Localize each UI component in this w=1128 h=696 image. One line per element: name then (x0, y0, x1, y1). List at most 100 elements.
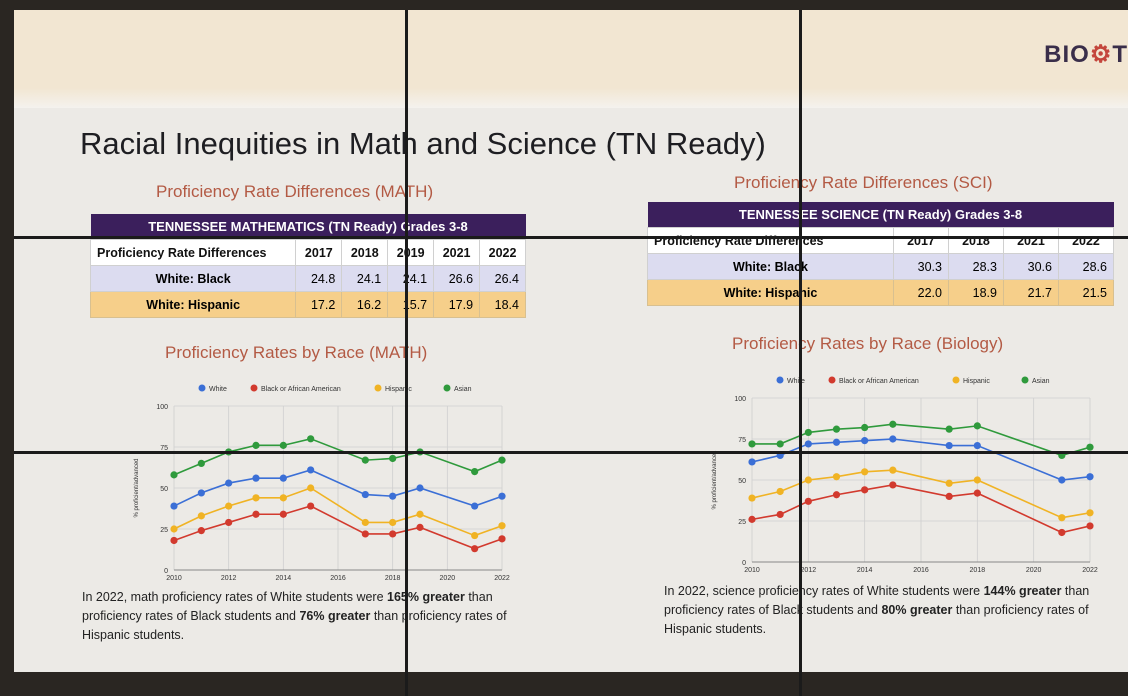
data-point (252, 441, 260, 449)
legend-item: Black or African American (828, 376, 919, 385)
y-axis-label: % proficient/advanced (712, 450, 718, 509)
data-point (1058, 528, 1066, 537)
screen-seam (405, 10, 408, 696)
data-point (389, 530, 397, 538)
math-diff-table: TENNESSEE MATHEMATICS (TN Ready) Grades … (89, 214, 526, 318)
data-point (889, 435, 897, 443)
sci-year: 2017 (892, 227, 949, 254)
data-point (361, 490, 369, 499)
table-cell: 24.1 (341, 265, 389, 292)
data-point (973, 422, 981, 430)
data-point (197, 459, 205, 467)
legend-item: Black or African American (250, 384, 341, 393)
bio-chart-title: Proficiency Rates by Race (Biology) (732, 334, 1004, 353)
data-point (279, 510, 287, 518)
x-tick-label: 2014 (857, 567, 873, 574)
table-row: White: Black 24.8 24.1 24.1 26.6 26.4 (89, 265, 526, 292)
data-point (973, 441, 981, 450)
data-point (945, 425, 953, 433)
screen-seam (14, 451, 1128, 454)
math-year: 2017 (295, 239, 343, 266)
series-line (751, 438, 1091, 481)
data-point (804, 440, 812, 448)
legend-marker (374, 384, 382, 392)
legend-item: Asian (1021, 376, 1050, 385)
data-point (361, 456, 369, 464)
legend-marker (952, 376, 960, 384)
data-point (1058, 476, 1066, 484)
logo: BIO⚙T (1044, 41, 1128, 68)
table-row: White: Hispanic 22.0 18.9 21.7 21.5 (647, 279, 1115, 306)
screen-seam (799, 10, 802, 696)
data-point (197, 489, 205, 497)
data-point (197, 512, 205, 520)
table-row: White: Black 30.3 28.3 30.6 28.6 (647, 253, 1115, 280)
data-point (225, 502, 233, 510)
data-point (832, 438, 841, 446)
table-cell: 28.3 (947, 253, 1004, 280)
legend-marker (198, 384, 206, 392)
data-point (252, 474, 260, 482)
data-point (776, 440, 784, 448)
y-tick-label: 50 (738, 478, 746, 485)
data-point (861, 486, 869, 494)
legend-item: Asian (443, 384, 472, 393)
y-tick-label: 100 (734, 396, 746, 403)
table-cell: 21.5 (1057, 279, 1115, 306)
data-point (1086, 473, 1094, 481)
sci-table-header: TENNESSEE SCIENCE (TN Ready) Grades 3-8 (647, 202, 1114, 228)
table-cell: 18.9 (947, 279, 1004, 306)
data-point (861, 423, 869, 432)
data-point (945, 479, 953, 487)
data-point (804, 497, 812, 505)
legend-label: Hispanic (385, 386, 412, 393)
table-cell: 26.6 (433, 265, 481, 292)
presentation-screen: BIO⚙T Racial Inequities in Math and Scie… (14, 10, 1128, 672)
data-point (307, 466, 315, 474)
table-cell: 24.8 (295, 265, 343, 292)
y-axis-label: % proficient/advanced (134, 458, 140, 517)
data-point (945, 441, 953, 450)
table-cell: 21.7 (1002, 279, 1059, 306)
table-cell: 17.9 (433, 291, 481, 318)
data-point (170, 502, 178, 510)
math-year: 2018 (341, 239, 389, 266)
data-point (861, 468, 869, 476)
x-tick-label: 2016 (913, 567, 929, 574)
gear-icon: ⚙ (1089, 41, 1113, 68)
slide-header-band (14, 10, 1128, 108)
data-point (389, 518, 397, 527)
data-point (1086, 443, 1094, 451)
math-table-header: TENNESSEE MATHEMATICS (TN Ready) Grades … (90, 214, 526, 240)
legend-item: White (776, 376, 805, 385)
x-tick-label: 2010 (744, 567, 760, 574)
legend-label: Asian (1032, 378, 1050, 385)
y-tick-label: 0 (164, 568, 168, 575)
math-caption: In 2022, math proficiency rates of White… (82, 590, 507, 642)
data-point (307, 435, 315, 443)
row-label: White: Hispanic (647, 279, 894, 306)
legend-marker (250, 384, 258, 392)
data-point (389, 454, 397, 463)
data-point (471, 468, 479, 476)
legend-label: Hispanic (963, 378, 990, 385)
x-tick-label: 2022 (1082, 567, 1098, 574)
data-point (889, 420, 897, 428)
legend-marker (776, 376, 784, 384)
data-point (307, 502, 315, 510)
math-chart-title: Proficiency Rates by Race (MATH) (165, 343, 428, 362)
data-point (498, 535, 506, 543)
legend-label: Black or African American (261, 386, 341, 393)
legend-marker (828, 376, 836, 384)
data-point (748, 440, 756, 448)
table-cell: 26.4 (479, 265, 526, 292)
data-point (279, 494, 287, 502)
data-point (225, 518, 233, 527)
data-point (170, 525, 178, 533)
data-point (804, 476, 812, 484)
series-line (751, 484, 1091, 534)
row-label: White: Hispanic (89, 291, 297, 318)
x-tick-label: 2018 (385, 575, 401, 582)
data-point (252, 510, 260, 518)
data-point (748, 458, 756, 466)
